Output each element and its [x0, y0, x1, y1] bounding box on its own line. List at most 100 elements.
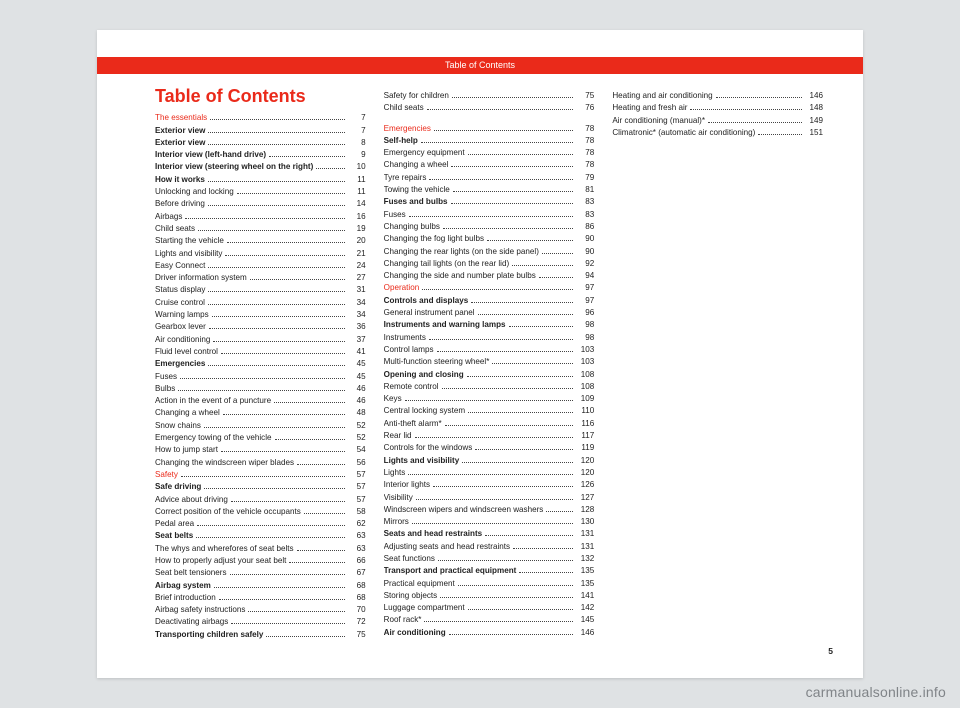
leader-dots	[227, 242, 345, 243]
toc-page-number: 142	[576, 602, 594, 614]
toc-row: Controls for the windows119	[384, 442, 595, 454]
toc-row: Instruments98	[384, 332, 595, 344]
toc-row: Changing tail lights (on the rear lid)92	[384, 258, 595, 270]
toc-page-number: 92	[576, 258, 594, 270]
toc-label: Airbag system	[155, 580, 211, 592]
leader-dots	[225, 255, 344, 256]
leader-dots	[412, 523, 573, 524]
toc-row: Mirrors130	[384, 516, 595, 528]
leader-dots	[513, 548, 573, 549]
toc-page-number: 41	[348, 346, 366, 358]
toc-page-number: 7	[348, 112, 366, 124]
toc-row: How to properly adjust your seat belt66	[155, 555, 366, 567]
toc-row: Fuses83	[384, 209, 595, 221]
leader-dots	[440, 597, 573, 598]
toc-page-number: 131	[576, 541, 594, 553]
leader-dots	[405, 400, 574, 401]
leader-dots	[274, 402, 345, 403]
toc-label: Mirrors	[384, 516, 409, 528]
toc-row: Transport and practical equipment 135	[384, 565, 595, 577]
toc-label: Safety for children	[384, 90, 449, 102]
toc-label: Lights and visibility	[384, 455, 460, 467]
toc-row: Adjusting seats and head restraints131	[384, 541, 595, 553]
toc-label: Brief introduction	[155, 592, 216, 604]
header-title: Table of Contents	[445, 60, 515, 70]
toc-row: Controls and displays97	[384, 295, 595, 307]
leader-dots	[519, 572, 573, 573]
toc-row: Instruments and warning lamps98	[384, 319, 595, 331]
toc-label: Control lamps	[384, 344, 434, 356]
toc-row: Changing the side and number plate bulbs…	[384, 270, 595, 282]
leader-dots	[512, 265, 573, 266]
toc-label: Keys	[384, 393, 402, 405]
toc-row: Bulbs 46	[155, 383, 366, 395]
page-title: Table of Contents	[155, 90, 366, 102]
toc-label: Changing the rear lights (on the side pa…	[384, 246, 539, 258]
toc-page-number: 21	[348, 248, 366, 260]
toc-page-number: 45	[348, 371, 366, 383]
toc-page-number: 67	[348, 567, 366, 579]
leader-dots	[316, 168, 344, 169]
toc-row: Self-help78	[384, 135, 595, 147]
toc-page-number: 31	[348, 284, 366, 296]
toc-label: Child seats	[384, 102, 424, 114]
leader-dots	[214, 587, 345, 588]
toc-row: Snow chains52	[155, 420, 366, 432]
leader-dots	[438, 560, 573, 561]
page-card: Table of Contents Table of Contents The …	[97, 30, 863, 678]
toc-label: Instruments	[384, 332, 426, 344]
leader-dots	[230, 574, 345, 575]
toc-page-number: 75	[576, 90, 594, 102]
leader-dots	[248, 611, 344, 612]
toc-page-number: 90	[576, 246, 594, 258]
toc-page-number: 81	[576, 184, 594, 196]
toc-list: Exterior view7Exterior view8Interior vie…	[155, 125, 366, 469]
header-bar: Table of Contents	[97, 57, 863, 74]
toc-row: Warning lamps34	[155, 309, 366, 321]
toc-page-number: 57	[348, 494, 366, 506]
toc-page-number: 98	[576, 319, 594, 331]
toc-label: Bulbs	[155, 383, 175, 395]
leader-dots	[208, 365, 344, 366]
toc-list: Self-help78Emergency equipment78Changing…	[384, 135, 595, 283]
toc-page-number: 132	[576, 553, 594, 565]
toc-page-number: 78	[576, 135, 594, 147]
toc-label: Luggage compartment	[384, 602, 465, 614]
toc-row: Roof rack*145	[384, 614, 595, 626]
toc-label: Deactivating airbags	[155, 616, 228, 628]
toc-label: Changing a wheel	[155, 407, 220, 419]
toc-row: Towing the vehicle81	[384, 184, 595, 196]
leader-dots	[716, 97, 802, 98]
toc-page-number: 46	[348, 395, 366, 407]
toc-row: Tyre repairs79	[384, 172, 595, 184]
toc-page-number: 135	[576, 565, 594, 577]
leader-dots	[297, 464, 345, 465]
toc-page-number: 116	[576, 418, 594, 430]
toc-page-number: 128	[576, 504, 594, 516]
toc-section: Emergencies 78	[384, 123, 595, 135]
toc-page-number: 45	[348, 358, 366, 370]
toc-label: Transport and practical equipment	[384, 565, 517, 577]
toc-page-number: 24	[348, 260, 366, 272]
toc-page-number: 19	[348, 223, 366, 235]
toc-page-number: 27	[348, 272, 366, 284]
toc-page-number: 52	[348, 432, 366, 444]
leader-dots	[196, 537, 344, 538]
leader-dots	[458, 585, 574, 586]
toc-row: Changing bulbs86	[384, 221, 595, 233]
leader-dots	[451, 203, 574, 204]
toc-page-number: 46	[348, 383, 366, 395]
toc-label: Fuses	[384, 209, 406, 221]
leader-dots	[223, 414, 345, 415]
toc-row: Fluid level control41	[155, 346, 366, 358]
leader-dots	[443, 228, 573, 229]
toc-row: Transporting children safely75	[155, 629, 366, 641]
toc-label: Roof rack*	[384, 614, 422, 626]
toc-row: Driver information system27	[155, 272, 366, 284]
toc-label: Emergency towing of the vehicle	[155, 432, 272, 444]
leader-dots	[237, 193, 345, 194]
toc-label: The whys and wherefores of seat belts	[155, 543, 294, 555]
toc-label: Seat functions	[384, 553, 435, 565]
toc-page-number: 11	[348, 186, 366, 198]
toc-row: Emergency towing of the vehicle 52	[155, 432, 366, 444]
